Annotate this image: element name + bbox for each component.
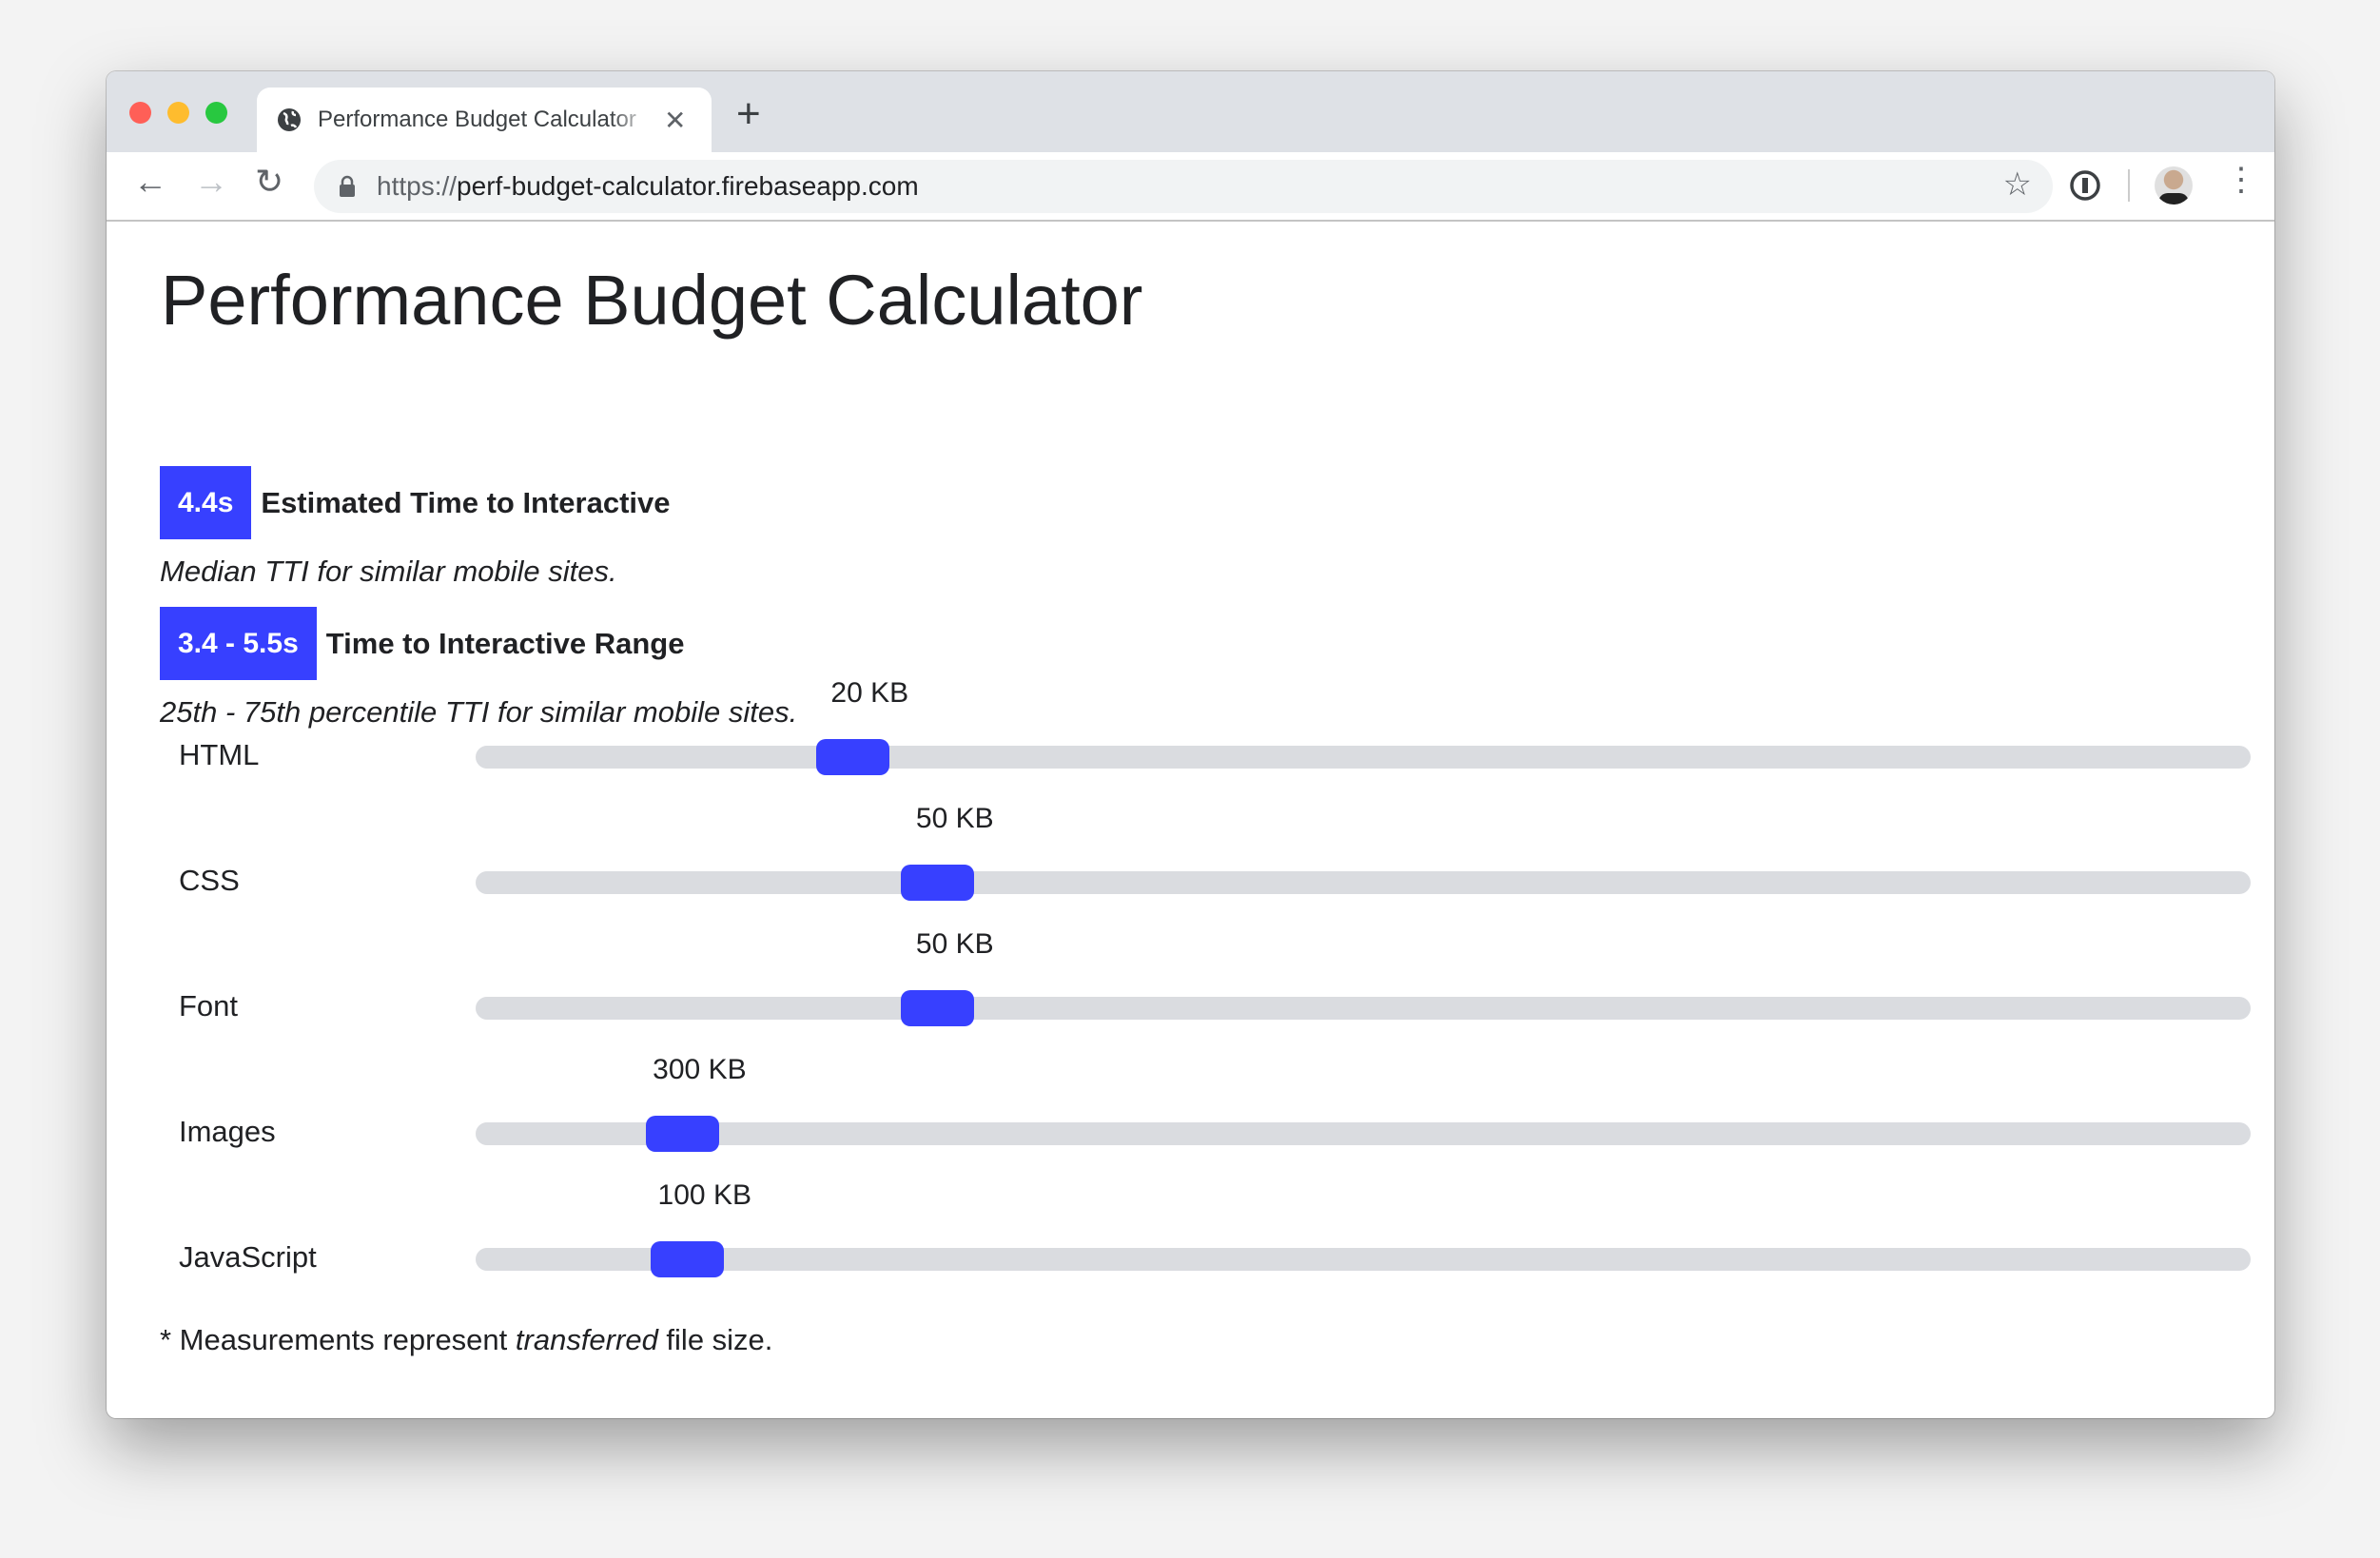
slider-label: Images: [179, 1115, 276, 1148]
slider-thumb[interactable]: [901, 990, 975, 1026]
back-icon[interactable]: ←: [133, 162, 167, 201]
slider-row-images: Images 300 KB: [179, 1054, 2253, 1152]
url-scheme: https://: [377, 171, 458, 201]
slider-track[interactable]: 300 KB: [476, 1054, 2251, 1152]
slider-value: 50 KB: [915, 803, 994, 834]
footnote-text-end: file size.: [657, 1323, 773, 1356]
address-bar[interactable]: https://perf-budget-calculator.firebasea…: [314, 160, 2053, 213]
slider-label: CSS: [179, 864, 240, 897]
tti-metric: 4.4s Estimated Time to Interactive: [160, 466, 671, 539]
slider-label: Font: [179, 989, 239, 1022]
slider-value: 20 KB: [830, 677, 909, 709]
url-host: perf-budget-calculator.firebaseapp.com: [457, 171, 919, 201]
slider-track[interactable]: 100 KB: [476, 1179, 2251, 1277]
more-vert-icon[interactable]: ⋮: [2225, 162, 2257, 198]
tti-description: Median TTI for similar mobile sites.: [160, 555, 617, 588]
slider-value: 100 KB: [657, 1179, 751, 1211]
slider-thumb[interactable]: [645, 1116, 719, 1152]
close-icon[interactable]: ✕: [664, 105, 687, 135]
slider-row-javascript: JavaScript 100 KB: [179, 1179, 2253, 1277]
footnote: * Measurements represent transferred fil…: [160, 1323, 772, 1357]
page-content: Performance Budget Calculator 4.4s Estim…: [107, 222, 2274, 1418]
slider-thumb[interactable]: [651, 1241, 725, 1277]
maximize-window-button[interactable]: [205, 102, 227, 124]
slider-thumb[interactable]: [815, 739, 889, 775]
slider-thumb[interactable]: [901, 865, 975, 901]
slider-value: 300 KB: [653, 1054, 747, 1085]
footnote-text: * Measurements represent: [160, 1323, 516, 1356]
slider-track[interactable]: 50 KB: [476, 928, 2251, 1026]
tab-title: Performance Budget Calculator: [318, 107, 636, 132]
reload-icon[interactable]: ↻: [255, 162, 284, 201]
minimize-window-button[interactable]: [167, 102, 189, 124]
url-text: https://perf-budget-calculator.firebasea…: [377, 171, 919, 202]
tti-label: Estimated Time to Interactive: [261, 485, 671, 519]
lock-icon: [340, 175, 355, 197]
tab-bar: Performance Budget Calculator ✕ +: [107, 71, 2274, 152]
footnote-emphasis: transferred: [515, 1323, 658, 1356]
tti-badge: 4.4s: [160, 466, 252, 539]
slider-row-html: HTML 20 KB: [179, 677, 2253, 775]
globe-icon: [278, 108, 301, 131]
page-title: Performance Budget Calculator: [161, 261, 1143, 340]
slider-value: 50 KB: [915, 928, 994, 960]
range-metric: 3.4 - 5.5s Time to Interactive Range: [160, 607, 684, 680]
forward-icon: →: [194, 162, 228, 201]
toolbar-divider: [2128, 169, 2130, 202]
avatar[interactable]: [2155, 166, 2193, 204]
toolbar: ← → ↻ https://perf-budget-calculator.fir…: [107, 152, 2274, 222]
browser-tab[interactable]: Performance Budget Calculator ✕: [257, 88, 712, 152]
range-badge: 3.4 - 5.5s: [160, 607, 317, 680]
range-description: 25th - 75th percentile TTI for similar m…: [160, 695, 798, 729]
close-window-button[interactable]: [129, 102, 151, 124]
range-label: Time to Interactive Range: [325, 626, 685, 660]
slider-label: JavaScript: [179, 1240, 317, 1274]
star-icon[interactable]: ☆: [2002, 166, 2032, 203]
plus-icon[interactable]: +: [736, 90, 761, 137]
password-manager-icon[interactable]: [2069, 169, 2101, 202]
slider-label: HTML: [179, 738, 260, 771]
browser-window: Performance Budget Calculator ✕ + ← → ↻ …: [107, 71, 2274, 1418]
slider-track[interactable]: 20 KB: [476, 677, 2251, 775]
slider-row-css: CSS 50 KB: [179, 803, 2253, 901]
slider-row-font: Font 50 KB: [179, 928, 2253, 1026]
slider-track[interactable]: 50 KB: [476, 803, 2251, 901]
